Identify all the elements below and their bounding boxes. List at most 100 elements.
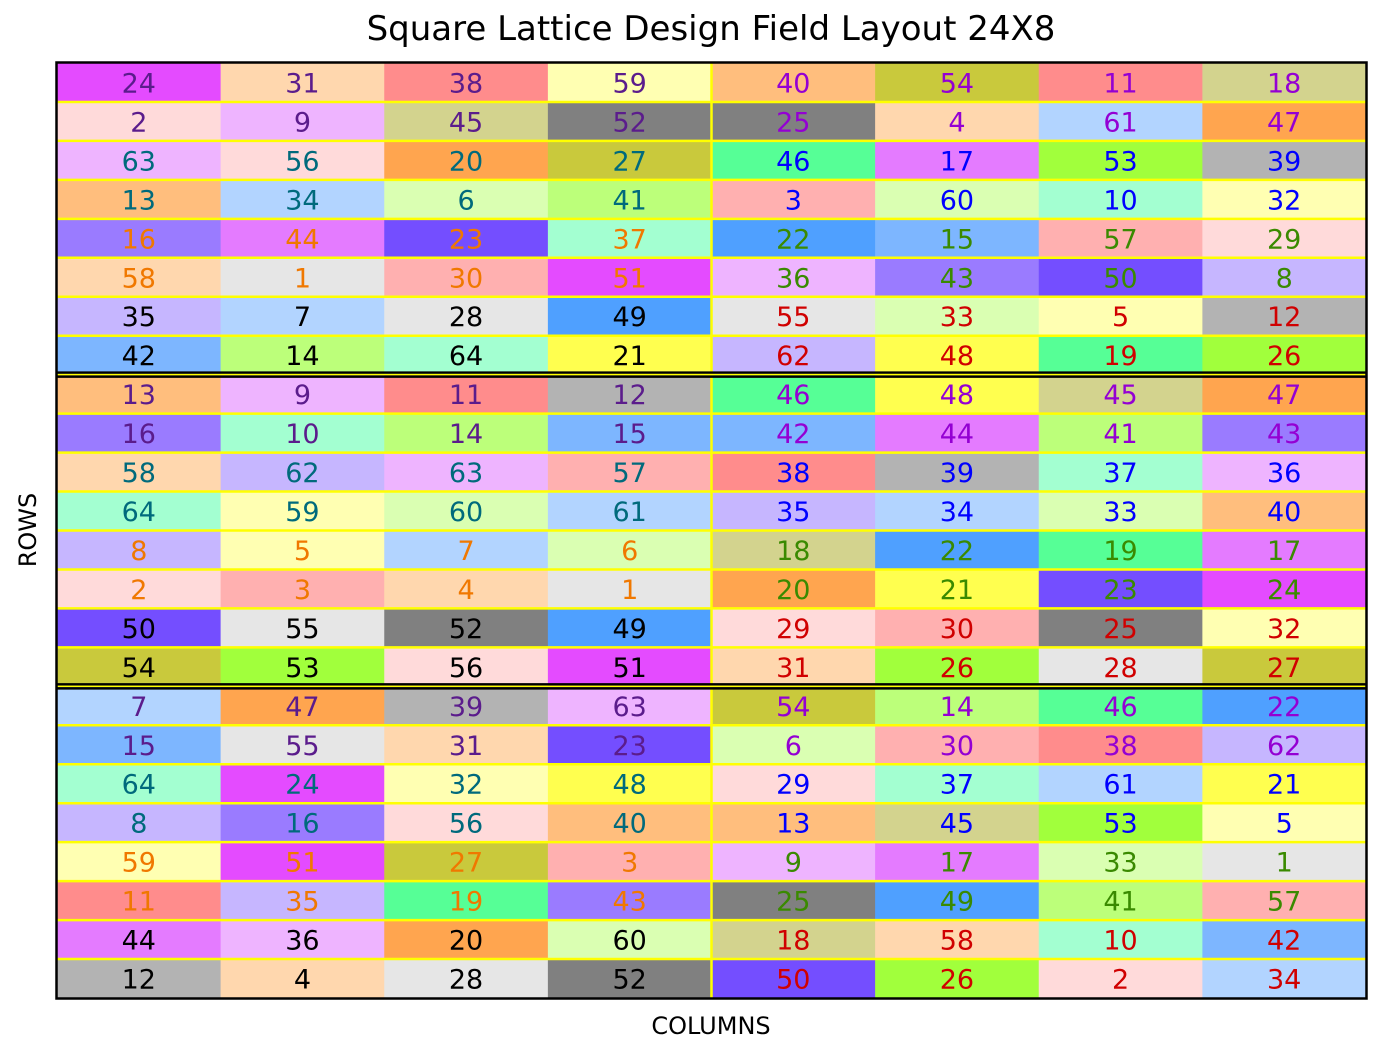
plot-cell: [711, 920, 876, 960]
plot-cell: [384, 296, 549, 337]
plot-cell: [220, 959, 385, 999]
plot-cell: [384, 881, 549, 921]
plot-number-label: 24: [1267, 575, 1301, 606]
plot-cell: [1038, 335, 1203, 376]
plot-number-label: 2: [130, 107, 147, 138]
plot-number-label: 37: [1103, 458, 1137, 489]
plot-number-label: 8: [130, 536, 147, 567]
plot-number-label: 42: [1267, 926, 1301, 957]
plot-number-label: 34: [940, 497, 974, 528]
plot-number-label: 25: [776, 887, 810, 918]
plot-cell: [1038, 101, 1203, 142]
plot-cell: [384, 647, 549, 687]
plot-cell: [384, 491, 549, 531]
plot-number-label: 39: [1267, 146, 1301, 177]
plot-number-label: 4: [457, 575, 474, 606]
plot-number-label: 53: [285, 653, 319, 684]
plot-number-label: 47: [285, 692, 319, 723]
plot-cell: [220, 218, 385, 259]
plot-cell: [711, 413, 876, 454]
plot-number-label: 38: [1103, 731, 1137, 762]
plot-cell: [1202, 764, 1367, 804]
plot-number-label: 7: [130, 692, 147, 723]
plot-cell: [384, 63, 549, 103]
plot-cell: [220, 257, 385, 298]
plot-cell: [711, 63, 876, 103]
plot-number-label: 18: [776, 926, 810, 957]
plot-cell: [1202, 608, 1367, 648]
plot-cell: [547, 725, 712, 765]
plot-number-label: 64: [122, 770, 156, 801]
plot-number-label: 4: [294, 965, 311, 996]
plot-number-label: 44: [285, 224, 319, 255]
plot-number-label: 44: [940, 419, 974, 450]
plot-number-label: 31: [285, 68, 319, 99]
plot-cell: [1202, 881, 1367, 921]
plot-cell: [384, 569, 549, 609]
plot-number-label: 59: [613, 68, 647, 99]
plot-number-label: 31: [449, 731, 483, 762]
plot-number-label: 55: [776, 302, 810, 333]
plot-cell: [1038, 725, 1203, 765]
plot-cell: [875, 881, 1040, 921]
plot-number-label: 56: [285, 146, 319, 177]
plot-number-label: 39: [940, 458, 974, 489]
plot-cell: [220, 530, 385, 570]
plot-cell: [547, 686, 712, 726]
plot-cell: [875, 491, 1040, 531]
plot-cell: [875, 569, 1040, 609]
plot-cell: [220, 179, 385, 220]
plot-cell: [711, 452, 876, 493]
plot-number-label: 5: [1276, 809, 1293, 840]
plot-number-label: 22: [1267, 692, 1301, 723]
plot-cell: [57, 140, 222, 181]
plot-cell: [384, 764, 549, 804]
plot-number-label: 43: [613, 887, 647, 918]
plot-cell: [220, 764, 385, 804]
plot-number-label: 45: [1103, 380, 1137, 411]
plot-cell: [1038, 764, 1203, 804]
plot-cell: [1202, 335, 1367, 376]
plot-number-label: 46: [1103, 692, 1137, 723]
plot-cell: [711, 881, 876, 921]
plot-number-label: 35: [776, 497, 810, 528]
plot-number-label: 18: [1267, 68, 1301, 99]
plot-cell: [1038, 842, 1203, 882]
plot-cell: [875, 803, 1040, 843]
plot-cell: [547, 803, 712, 843]
plot-number-label: 54: [940, 68, 974, 99]
plot-number-label: 28: [449, 302, 483, 333]
plot-number-label: 64: [122, 497, 156, 528]
plot-number-label: 62: [1267, 731, 1301, 762]
plot-cell: [875, 959, 1040, 999]
plot-number-label: 23: [613, 731, 647, 762]
plot-cell: [711, 296, 876, 337]
plot-number-label: 4: [948, 107, 965, 138]
plot-number-label: 23: [1103, 575, 1137, 606]
plot-number-label: 53: [1103, 146, 1137, 177]
plot-cell: [220, 63, 385, 103]
plot-number-label: 12: [613, 380, 647, 411]
plot-cell: [384, 959, 549, 999]
plot-cell: [1202, 959, 1367, 999]
plot-number-label: 40: [776, 68, 810, 99]
plot-number-label: 40: [613, 809, 647, 840]
plot-number-label: 25: [1103, 614, 1137, 645]
plot-number-label: 11: [1103, 68, 1137, 99]
plot-cell: [1202, 530, 1367, 570]
plot-number-label: 13: [122, 380, 156, 411]
plot-number-label: 7: [294, 302, 311, 333]
plot-number-label: 1: [294, 263, 311, 294]
plot-number-label: 37: [940, 770, 974, 801]
plot-cell: [384, 179, 549, 220]
plot-cell: [220, 803, 385, 843]
plot-number-label: 61: [1103, 770, 1137, 801]
plot-cell: [711, 491, 876, 531]
plot-cell: [547, 296, 712, 337]
plot-number-label: 60: [940, 185, 974, 216]
plot-number-label: 60: [613, 926, 647, 957]
plot-cell: [57, 920, 222, 960]
y-axis-label: ROWS: [14, 493, 42, 568]
plot-number-label: 6: [621, 536, 638, 567]
plot-number-label: 8: [130, 809, 147, 840]
